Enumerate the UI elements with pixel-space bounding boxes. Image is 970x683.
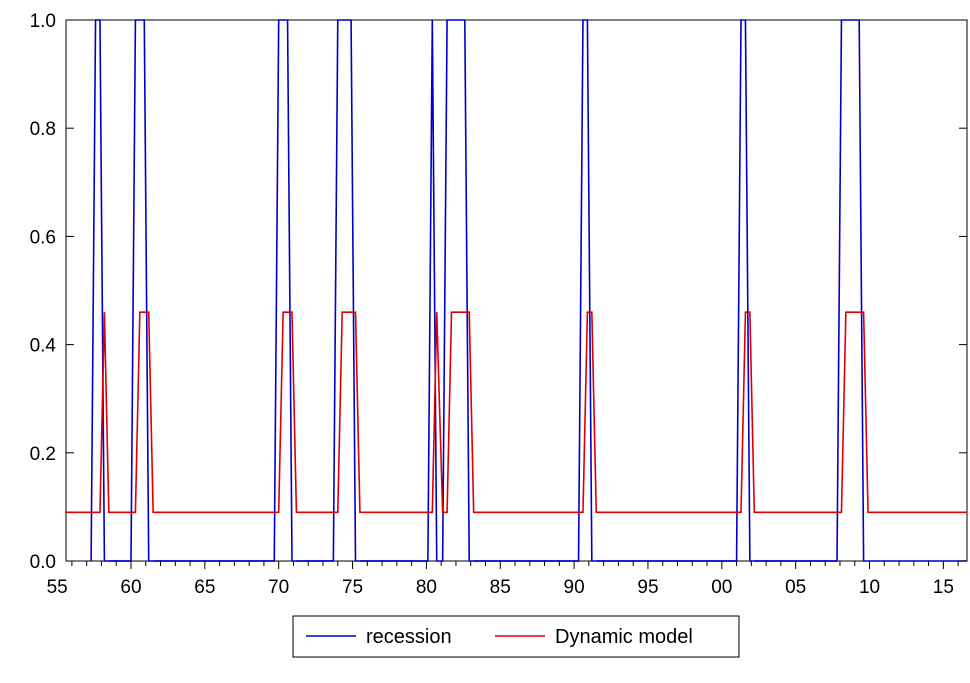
x-tick-label: 00 (711, 577, 732, 598)
x-tick-label: 95 (637, 577, 658, 598)
x-tick-label: 15 (933, 577, 954, 598)
legend-label-recession: recession (366, 626, 452, 648)
x-tick-label: 65 (194, 577, 215, 598)
legend-label-dynamic-model: Dynamic model (555, 626, 693, 648)
y-tick-label: 0.6 (30, 227, 56, 248)
x-tick-label: 60 (120, 577, 141, 598)
x-axis: 55 60 65 70 75 80 85 90 95 00 05 10 15 (47, 561, 959, 598)
x-tick-label: 70 (268, 577, 289, 598)
x-tick-label: 80 (416, 577, 437, 598)
x-tick-label: 10 (859, 577, 880, 598)
y-tick-label: 0.4 (30, 336, 57, 357)
y-tick-label: 0.0 (30, 552, 56, 573)
legend: recession Dynamic model (292, 615, 740, 658)
plot-area-frame (65, 19, 968, 562)
x-tick-label: 55 (47, 577, 68, 598)
y-tick-label: 0.8 (30, 119, 56, 140)
x-tick-label: 75 (342, 577, 363, 598)
y-tick-label: 0.2 (30, 444, 56, 465)
y-axis: 0.0 0.2 0.4 0.6 0.8 1.0 (30, 11, 967, 573)
y-tick-label: 1.0 (30, 11, 56, 32)
x-tick-label: 05 (785, 577, 806, 598)
series-dynamic-model-line (66, 311, 967, 514)
x-tick-label: 85 (490, 577, 511, 598)
x-tick-label: 90 (564, 577, 585, 598)
